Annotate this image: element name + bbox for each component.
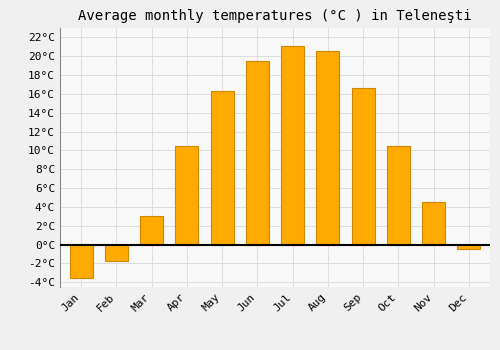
Bar [140,216,163,245]
Bar [210,91,234,245]
Bar [246,61,269,245]
Bar [387,146,410,245]
Bar [458,245,480,249]
Bar [316,51,340,245]
Bar [105,245,128,261]
Bar [176,146,199,245]
Bar [281,46,304,245]
Title: Average monthly temperatures (°C ) in Teleneşti: Average monthly temperatures (°C ) in Te… [78,9,472,23]
Bar [70,245,92,278]
Bar [422,202,445,245]
Bar [352,88,374,245]
